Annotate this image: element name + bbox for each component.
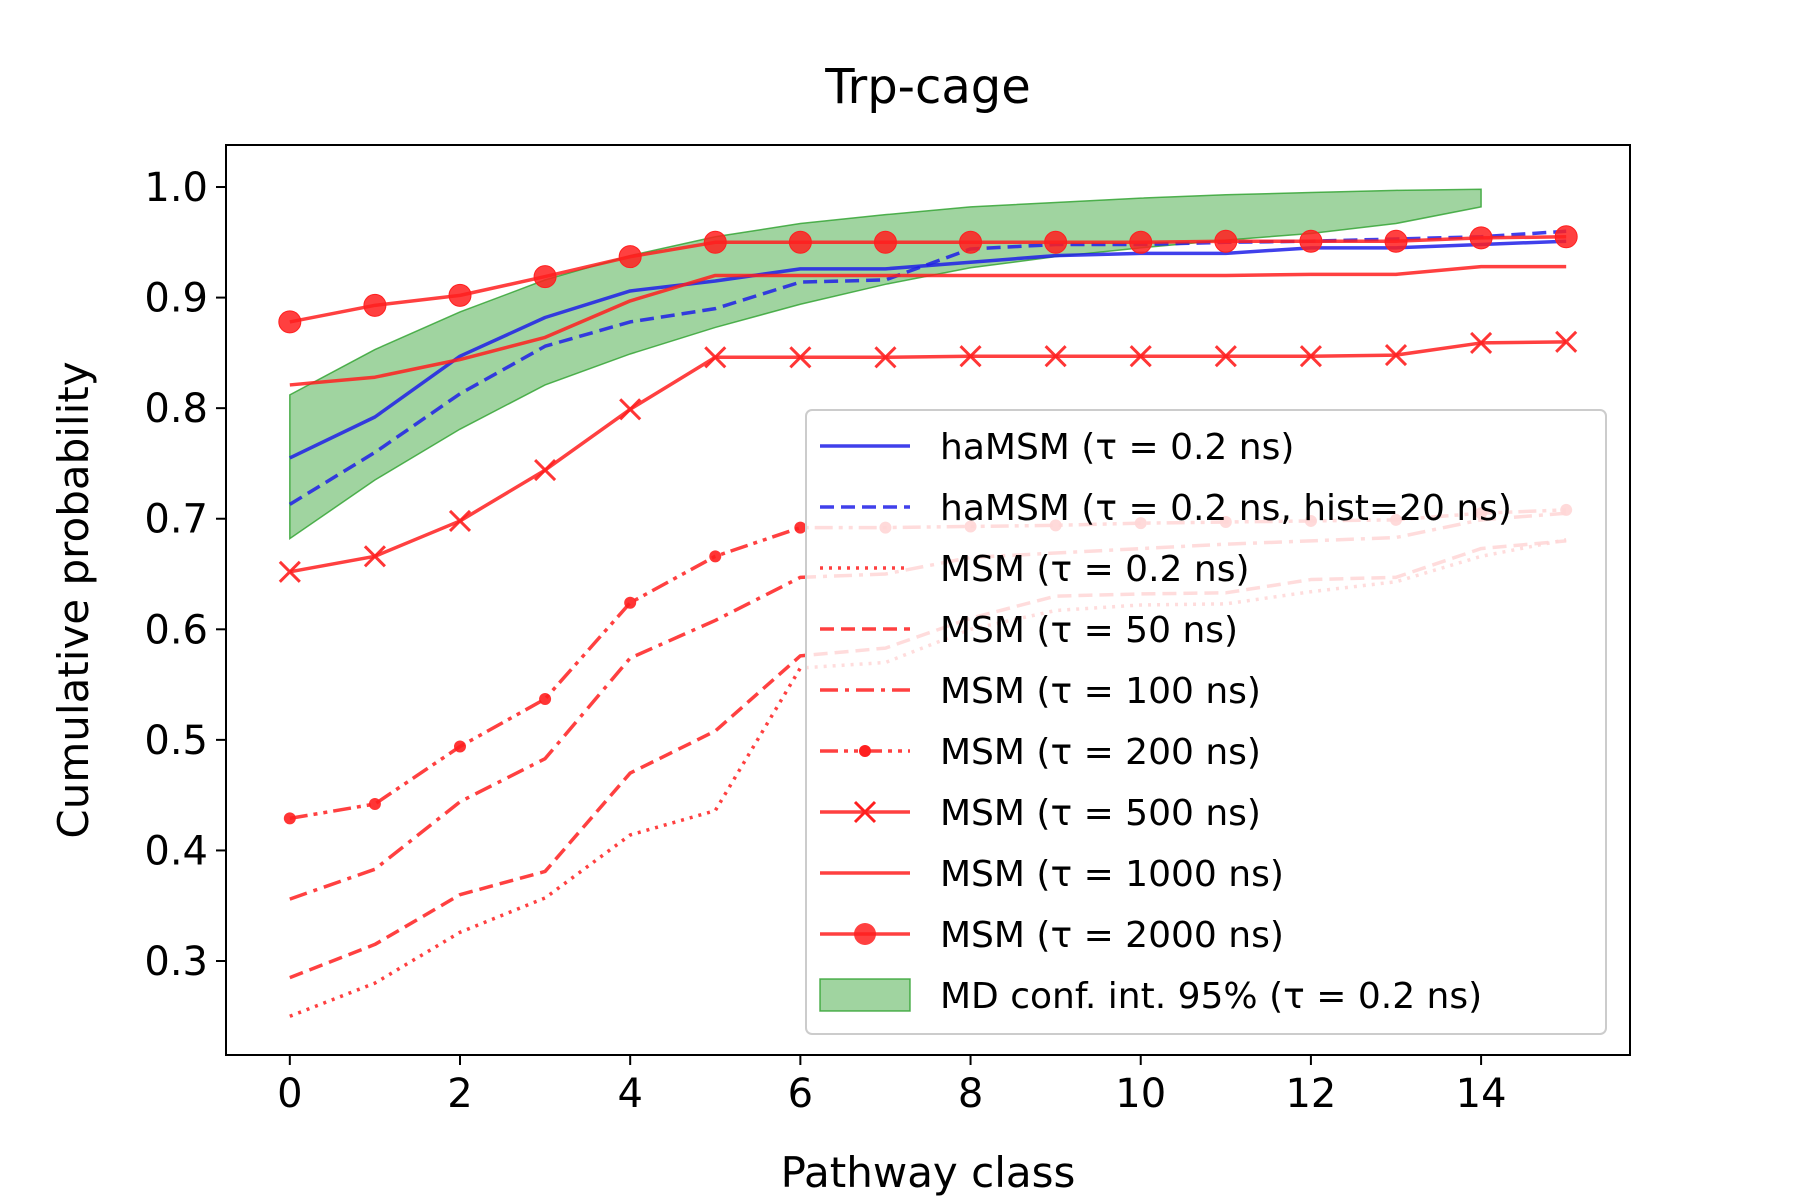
data-point: [278, 310, 302, 334]
data-point: [619, 398, 642, 421]
legend-marker: [854, 923, 876, 945]
x-tick-label: 14: [1456, 1071, 1507, 1117]
series-8: [278, 225, 1578, 334]
y-tick-label: 1.0: [144, 165, 208, 211]
legend-entry: MSM (τ = 100 ns): [820, 671, 1261, 712]
data-point: [1044, 230, 1068, 254]
data-point: [1044, 345, 1067, 368]
data-point: [624, 596, 637, 609]
legend-entry: MD conf. int. 95% (τ = 0.2 ns): [819, 976, 1482, 1017]
series-line: [289, 264, 1567, 387]
data-point: [703, 230, 727, 254]
data-point: [704, 346, 727, 369]
data-point: [1469, 226, 1493, 250]
data-point: [709, 550, 722, 563]
plot-frame: [225, 144, 1631, 1056]
series-line: [289, 538, 1567, 1018]
legend-label: MSM (τ = 200 ns): [940, 732, 1261, 773]
data-point: [618, 245, 642, 269]
y-tick-label: 0.8: [144, 386, 208, 432]
data-point: [448, 283, 472, 307]
x-tick-label: 0: [277, 1071, 302, 1117]
x-axis-label: Pathway class: [781, 1148, 1076, 1197]
legend-marker: [853, 800, 877, 824]
legend-entry: MSM (τ = 0.2 ns): [820, 549, 1250, 590]
x-tick-label: 6: [788, 1071, 813, 1117]
data-point: [363, 293, 387, 317]
legend-label: MSM (τ = 1000 ns): [940, 854, 1284, 895]
x-tick-label: 4: [617, 1071, 642, 1117]
legend-label: MSM (τ = 2000 ns): [940, 915, 1284, 956]
legend-marker: [859, 745, 871, 757]
data-point: [788, 230, 812, 254]
data-point: [1470, 331, 1493, 354]
data-point: [283, 812, 296, 825]
data-point: [1129, 230, 1153, 254]
data-point: [1129, 345, 1152, 368]
legend-entry: MSM (τ = 2000 ns): [820, 915, 1284, 956]
data-point: [959, 230, 983, 254]
legend-label: MSM (τ = 50 ns): [940, 610, 1238, 651]
data-point: [1384, 344, 1408, 367]
data-point: [278, 560, 301, 583]
legend-label: MSM (τ = 100 ns): [940, 671, 1261, 712]
legend-swatch: [819, 978, 911, 1012]
legend-label: MSM (τ = 500 ns): [940, 793, 1261, 834]
series-7: [289, 264, 1567, 387]
series-2: [289, 538, 1567, 1018]
legend-label: haMSM (τ = 0.2 ns): [940, 427, 1294, 468]
legend-label: MSM (τ = 0.2 ns): [940, 549, 1250, 590]
data-point: [1384, 229, 1408, 253]
x-tick-label: 10: [1115, 1071, 1166, 1117]
y-tick-label: 0.3: [144, 939, 208, 985]
data-point: [454, 740, 466, 753]
y-tick-label: 0.4: [144, 828, 208, 874]
data-point: [794, 521, 807, 534]
legend-entry: haMSM (τ = 0.2 ns, hist=20 ns): [820, 488, 1512, 529]
legend-box: [805, 409, 1607, 1035]
data-point: [959, 345, 982, 368]
data-point: [363, 545, 386, 568]
chart-title: Trp-cage: [824, 59, 1031, 115]
x-tick-label: 8: [958, 1071, 983, 1117]
x-tick-label: 2: [447, 1071, 472, 1117]
legend-entry: haMSM (τ = 0.2 ns): [820, 427, 1294, 468]
y-tick-label: 0.6: [144, 607, 208, 653]
data-point: [1214, 345, 1237, 368]
y-tick-label: 0.9: [144, 276, 208, 322]
y-tick-label: 0.5: [144, 718, 208, 764]
series-line: [289, 340, 1567, 574]
data-point: [1214, 229, 1238, 253]
data-point: [539, 692, 552, 705]
y-axis-label: Cumulative probability: [49, 361, 98, 838]
legend-label: MD conf. int. 95% (τ = 0.2 ns): [940, 976, 1482, 1017]
series-line: [289, 235, 1567, 324]
data-point: [874, 346, 897, 369]
x-tick-label: 12: [1285, 1071, 1336, 1117]
legend-entry: MSM (τ = 200 ns): [820, 732, 1261, 773]
axis-ticks: 0 2 4 6 8 10 12 14 0.3 0.4 0.5 0.6 0.7 0.8 0.9 1.0: [144, 165, 1506, 1117]
data-point: [1555, 330, 1578, 353]
series-6: [278, 330, 1578, 583]
legend-entry: MSM (τ = 50 ns): [820, 610, 1238, 651]
data-point: [1299, 345, 1322, 368]
legend-entry: MSM (τ = 500 ns): [820, 793, 1261, 834]
data-point: [534, 459, 557, 482]
data-point: [1554, 225, 1578, 249]
data-point: [368, 798, 381, 811]
data-point: [1299, 229, 1323, 253]
legend: haMSM (τ = 0.2 ns) haMSM (τ = 0.2 ns, his…: [805, 409, 1607, 1035]
legend-label: haMSM (τ = 0.2 ns, hist=20 ns): [940, 488, 1512, 529]
data-point: [533, 265, 557, 289]
data-point: [448, 509, 472, 533]
legend-entry: MSM (τ = 1000 ns): [820, 854, 1284, 895]
data-point: [873, 230, 897, 254]
data-point: [789, 346, 812, 369]
y-tick-label: 0.7: [144, 497, 208, 543]
